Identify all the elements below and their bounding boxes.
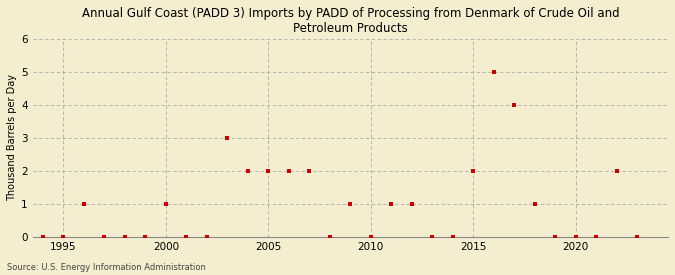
Point bbox=[386, 202, 397, 206]
Point bbox=[489, 70, 500, 74]
Point bbox=[201, 235, 212, 239]
Y-axis label: Thousand Barrels per Day: Thousand Barrels per Day bbox=[7, 74, 17, 201]
Point bbox=[58, 235, 69, 239]
Point bbox=[448, 235, 458, 239]
Text: Source: U.S. Energy Information Administration: Source: U.S. Energy Information Administ… bbox=[7, 263, 206, 272]
Point bbox=[284, 169, 294, 173]
Point bbox=[365, 235, 376, 239]
Point bbox=[78, 202, 89, 206]
Point bbox=[242, 169, 253, 173]
Point bbox=[140, 235, 151, 239]
Point bbox=[222, 136, 233, 140]
Point bbox=[509, 103, 520, 107]
Point bbox=[181, 235, 192, 239]
Point bbox=[37, 235, 48, 239]
Point bbox=[119, 235, 130, 239]
Point bbox=[406, 202, 417, 206]
Point bbox=[632, 235, 643, 239]
Point bbox=[591, 235, 601, 239]
Point bbox=[263, 169, 274, 173]
Point bbox=[550, 235, 561, 239]
Title: Annual Gulf Coast (PADD 3) Imports by PADD of Processing from Denmark of Crude O: Annual Gulf Coast (PADD 3) Imports by PA… bbox=[82, 7, 619, 35]
Point bbox=[99, 235, 110, 239]
Point bbox=[427, 235, 437, 239]
Point bbox=[529, 202, 540, 206]
Point bbox=[468, 169, 479, 173]
Point bbox=[325, 235, 335, 239]
Point bbox=[304, 169, 315, 173]
Point bbox=[570, 235, 581, 239]
Point bbox=[161, 202, 171, 206]
Point bbox=[345, 202, 356, 206]
Point bbox=[612, 169, 622, 173]
